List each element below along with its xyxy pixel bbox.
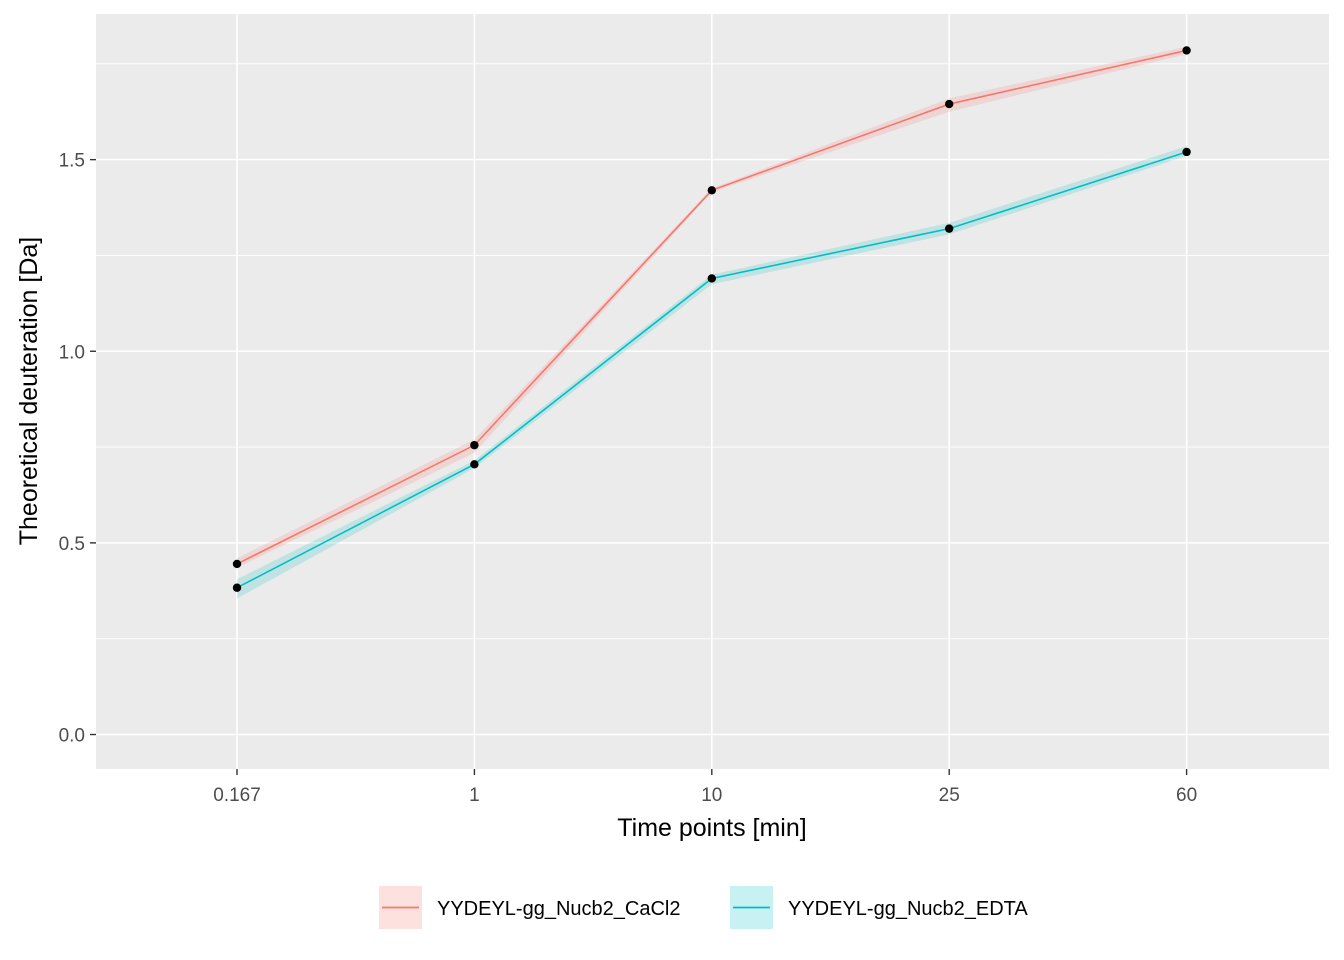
legend-label: YYDEYL-gg_Nucb2_CaCl2 xyxy=(437,898,680,920)
y-tick-label: 1.5 xyxy=(59,151,85,172)
y-tick-label: 1.0 xyxy=(59,342,85,363)
legend-label: YYDEYL-gg_Nucb2_EDTA xyxy=(788,898,1028,920)
y-axis-title: Theoretical deuteration [Da] xyxy=(15,237,43,546)
data-point xyxy=(232,559,242,569)
y-tick-label: 0.0 xyxy=(59,726,85,747)
data-point xyxy=(470,460,479,469)
axis-ticks: 0.0 0.5 1.0 1.5 0.167 1 10 25 60 xyxy=(59,151,1198,806)
data-point xyxy=(1182,46,1191,55)
x-tick-label: 25 xyxy=(939,785,960,806)
data-point xyxy=(232,583,242,592)
y-tick-label: 0.5 xyxy=(59,534,85,555)
legend: YYDEYL-gg_Nucb2_CaCl2 YYDEYL-gg_Nucb2_EDT… xyxy=(379,886,1028,929)
x-tick-label: 10 xyxy=(701,785,722,806)
data-point xyxy=(470,440,479,450)
x-axis-title: Time points [min] xyxy=(617,814,806,842)
x-tick-label: 1 xyxy=(469,785,480,806)
data-point xyxy=(945,99,954,109)
data-point xyxy=(707,274,716,283)
data-points xyxy=(232,46,1191,592)
grid xyxy=(96,14,1329,769)
data-point xyxy=(707,186,716,195)
data-point xyxy=(1182,147,1191,157)
x-tick-label: 60 xyxy=(1176,785,1197,806)
data-point xyxy=(945,224,954,233)
x-tick-label: 0.167 xyxy=(213,785,261,806)
